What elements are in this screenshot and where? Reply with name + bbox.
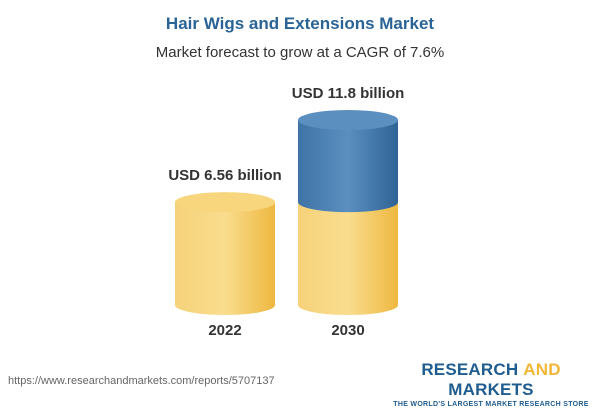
cylinder-top-2022	[175, 192, 275, 213]
data-label: USD 11.8 billion	[292, 85, 405, 102]
cylinder-growth-2030	[298, 120, 398, 213]
chart-subtitle: Market forecast to grow at a CAGR of 7.6…	[155, 44, 445, 61]
x-tick-label: 2022	[208, 322, 241, 339]
x-tick-label: 2030	[331, 322, 364, 339]
cylinder-base-2022	[175, 202, 275, 315]
research-and-markets-logo: RESEARCH AND MARKETS THE WORLD'S LARGEST…	[393, 360, 589, 408]
source-url[interactable]: https://www.researchandmarkets.com/repor…	[8, 375, 275, 387]
chart-title: Hair Wigs and Extensions Market	[165, 14, 435, 33]
data-label: USD 6.56 billion	[168, 167, 281, 184]
cylinder-top-2030	[298, 110, 398, 130]
cylinder-base-2030	[298, 202, 398, 315]
